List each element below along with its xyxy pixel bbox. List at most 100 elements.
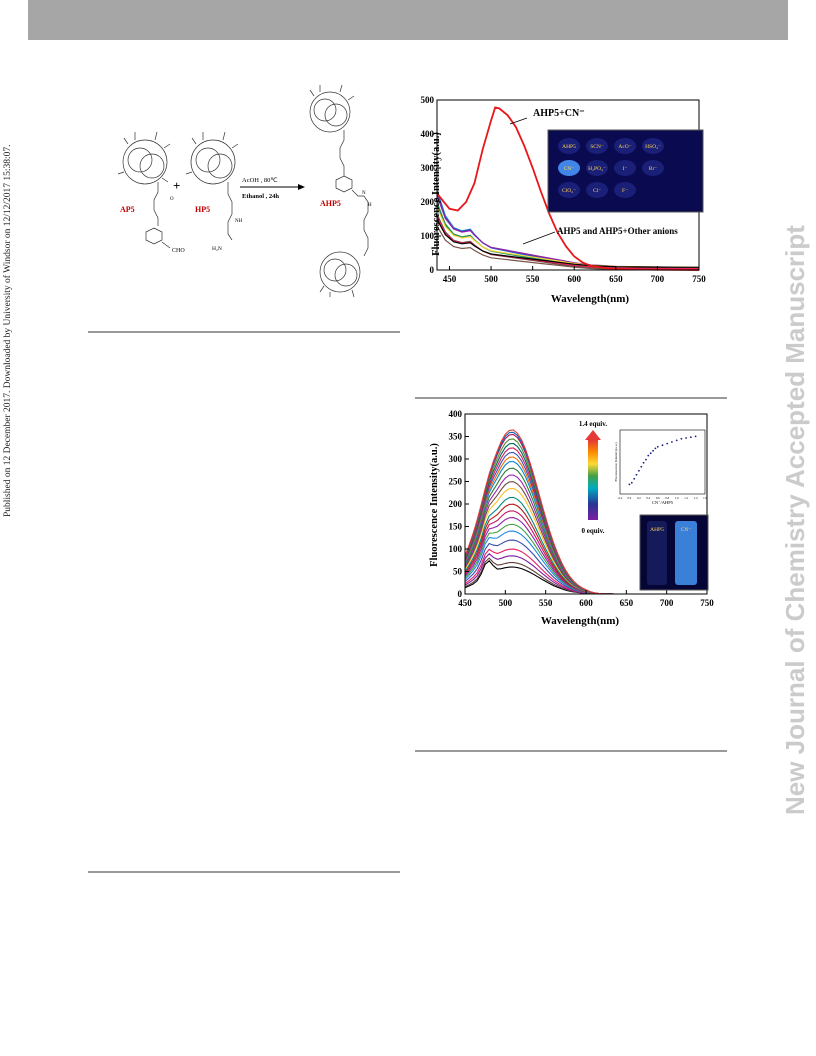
inset-point <box>675 439 678 442</box>
photo-anion-label: SCN⁻ <box>590 144 604 150</box>
divider-left-bottom <box>88 871 400 873</box>
x-tick-label: 750 <box>692 274 706 284</box>
figure-1-chart: 450 500 550 600 650 700 750 0 100 200 300 400 500 AH… <box>421 95 707 305</box>
inset-point <box>652 449 654 452</box>
published-note: Published on 12 December 2017. Downloade… <box>3 144 13 517</box>
photo-well <box>586 138 608 154</box>
y-tick-label: 200 <box>421 197 435 207</box>
hp5-structure <box>185 131 239 241</box>
x-tick-label: 450 <box>443 274 457 284</box>
n-label: N <box>362 191 366 196</box>
anion-curve <box>436 225 700 271</box>
annotation-cn-pointer <box>509 117 528 125</box>
condition-1: AcOH , 80℃ <box>242 177 278 184</box>
photo-label-cn: CN⁻ <box>681 527 692 533</box>
plus-sign: + <box>173 178 180 193</box>
inset-x-tick: 0.6 <box>656 496 660 500</box>
fig2-xlabel: Wavelength(nm) <box>541 615 620 627</box>
x-tick-label: 550 <box>539 598 553 608</box>
header-bar <box>28 0 788 40</box>
inset-point <box>680 437 683 440</box>
inset-point <box>656 445 659 448</box>
inset-ylabel: Fluorescence Intensity(a.u.) <box>614 442 618 482</box>
gradient-bottom-label: 0 equiv. <box>582 527 605 535</box>
inset-x-tick: 1.2 <box>684 496 688 500</box>
fig2-inset-scatter: -0.2 0.0 0.2 0.4 0.6 0.8 1.0 1.2 1.4 1.6 CN⁻/AHP5 F… <box>614 429 707 505</box>
x-tick-label: 700 <box>660 598 674 608</box>
inset-point <box>640 465 643 468</box>
inset-point <box>666 442 669 445</box>
inset-x-tick: 0.4 <box>646 496 650 500</box>
y-tick-label: 500 <box>421 95 435 105</box>
anion-curve <box>436 219 700 268</box>
fig1-ylabel: Fluorescence Intensity(a.u.) <box>431 132 442 256</box>
x-tick-label: 650 <box>609 274 623 284</box>
ap5-structure <box>117 131 171 249</box>
x-tick-label: 550 <box>526 274 540 284</box>
photo-well <box>558 160 580 176</box>
journal-watermark: New Journal of Chemistry Accepted Manusc… <box>780 225 810 815</box>
arrowhead <box>298 184 305 190</box>
fig1-photo-labels: AHP5 SCN⁻ AcO⁻ HSO₄⁻ CN⁻ H₂PO₄⁻ I⁻ Br⁻ ClO₄⁻ Cl⁻ F… <box>558 138 664 198</box>
photo-anion-label: Cl⁻ <box>593 188 601 194</box>
inset-point <box>628 483 631 486</box>
inset-x-tick: 1.4 <box>694 496 698 500</box>
synthesis-scheme: O CHO AP5 + NH H₂N HP5 AcOH , 80℃ Ethano… <box>117 84 372 297</box>
photo-well <box>558 138 580 154</box>
inset-x-tick: 1.0 <box>675 496 679 500</box>
photo-anion-label: F⁻ <box>622 188 628 194</box>
cho-label: CHO <box>172 248 185 254</box>
photo-anion-label: AHP5 <box>562 144 576 150</box>
cn-curve <box>436 106 700 271</box>
annotation-others: AHP5 and AHP5+Other anions <box>557 226 678 236</box>
inset-frame <box>619 429 706 495</box>
gradient-top-label: 1.4 equiv. <box>579 420 607 428</box>
inset-point <box>633 477 636 480</box>
fig1-curves <box>436 106 700 271</box>
x-tick-label: 600 <box>579 598 593 608</box>
reactant-ap5: AP5 <box>120 205 135 214</box>
inset-point <box>689 436 692 439</box>
x-tick-label: 600 <box>567 274 581 284</box>
y-tick-label: 0 <box>458 589 463 599</box>
x-tick-label: 700 <box>651 274 665 284</box>
photo-well <box>642 138 664 154</box>
inset-point <box>647 454 650 457</box>
nh-label: NH <box>235 219 243 224</box>
ahp5-structure <box>309 84 369 297</box>
photo-well <box>614 182 636 198</box>
photo-anion-label: HSO₄⁻ <box>645 144 661 150</box>
photo-anion-label: I⁻ <box>623 166 628 172</box>
photo-anion-label: ClO₄⁻ <box>562 188 576 194</box>
h-label: H <box>368 203 372 208</box>
photo-anion-label: AcO⁻ <box>618 144 631 150</box>
y-tick-label: 300 <box>449 454 463 464</box>
inset-point <box>642 461 645 464</box>
inset-xlabel: CN⁻/AHP5 <box>652 500 674 505</box>
photo-well <box>614 160 636 176</box>
fig2-photo: AHP5 CN⁻ <box>639 514 709 591</box>
inset-point <box>685 437 687 439</box>
inset-point <box>694 435 697 438</box>
x-tick-label: 450 <box>458 598 472 608</box>
photo-well <box>586 182 608 198</box>
inset-point <box>649 452 652 455</box>
inset-x-tick: 0.0 <box>628 496 632 500</box>
divider-right-bottom <box>415 750 727 752</box>
fig2-ylabel: Fluorescence Intensity(a.u.) <box>429 443 440 567</box>
photo-label-ahp5: AHP5 <box>650 527 664 533</box>
divider-fig2-top <box>415 397 727 399</box>
y-tick-label: 0 <box>430 265 435 275</box>
inset-x-tick: 1.6 <box>703 496 707 500</box>
inset-point <box>645 458 647 461</box>
condition-2: Ethanol , 24h <box>242 193 279 200</box>
photo-anion-label: CN⁻ <box>564 166 575 172</box>
divider-scheme <box>88 331 400 333</box>
fig1-inset-photo: AHP5 SCN⁻ AcO⁻ HSO₄⁻ CN⁻ H₂PO₄⁻ I⁻ Br⁻ ClO₄⁻ Cl⁻ F… <box>547 129 704 213</box>
reactant-hp5: HP5 <box>195 205 210 214</box>
photo-well <box>558 182 580 198</box>
inset-point <box>671 441 673 443</box>
y-tick-label: 200 <box>449 499 463 509</box>
y-tick-label: 400 <box>421 129 435 139</box>
inset-point <box>661 444 664 447</box>
